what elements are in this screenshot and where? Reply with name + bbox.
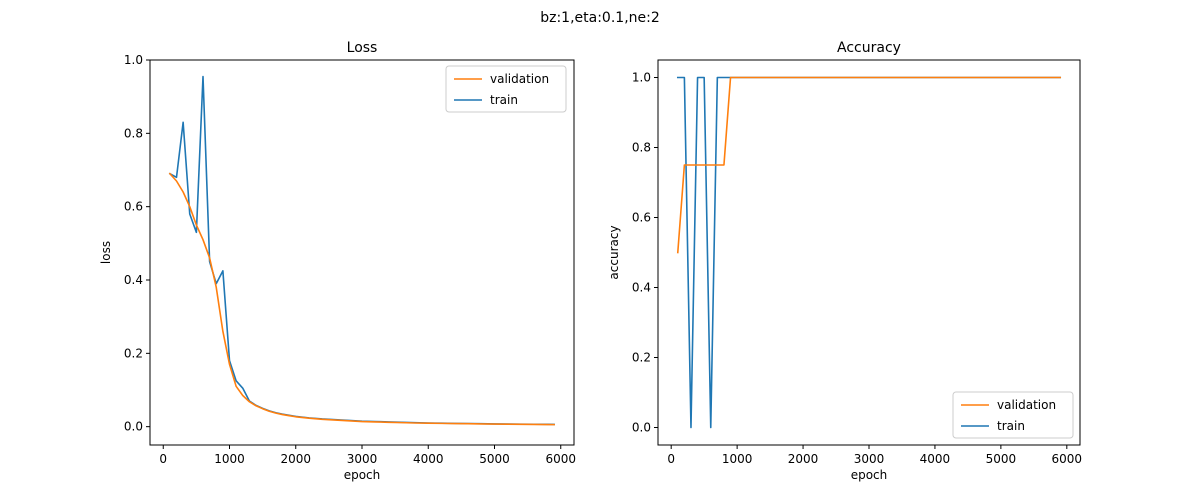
accuracy-x-tick-label: 2000	[788, 452, 819, 466]
loss-y-tick-label: 0.8	[124, 126, 143, 140]
accuracy-series-train-line	[676, 76, 1062, 429]
accuracy-x-tick-label: 4000	[920, 452, 951, 466]
accuracy-legend-label-validation: validation	[997, 398, 1056, 412]
accuracy-y-tick-label: 0.6	[632, 211, 651, 225]
loss-y-tick-label: 0.2	[124, 346, 143, 360]
loss-series-validation-line	[168, 172, 555, 426]
loss-x-axis-label: epoch	[344, 468, 381, 482]
loss-x-tick-label: 4000	[413, 452, 444, 466]
loss-chart: Loss 0 1000 2000 3000 4000 5000 6000 0.0 0.2 0.4 0.…	[99, 40, 576, 482]
loss-x-tick-label: 3000	[347, 452, 378, 466]
loss-x-tick-label: 0	[159, 452, 167, 466]
figure-suptitle: bz:1,eta:0.1,ne:2	[540, 10, 660, 26]
accuracy-x-tick-label: 0	[667, 452, 675, 466]
accuracy-x-tick-label: 3000	[854, 452, 885, 466]
accuracy-legend: validation train	[952, 391, 1074, 439]
loss-x-tick-label: 6000	[545, 452, 576, 466]
accuracy-y-axis-label: accuracy	[607, 225, 621, 279]
loss-legend-label-train: train	[490, 93, 518, 107]
accuracy-x-tick-label: 5000	[986, 452, 1017, 466]
accuracy-x-axis-label: epoch	[851, 468, 888, 482]
accuracy-x-tick-label: 1000	[722, 452, 753, 466]
loss-x-tick-label: 5000	[479, 452, 510, 466]
accuracy-y-tick-label: 0.8	[632, 141, 651, 155]
accuracy-x-tick-label: 6000	[1052, 452, 1083, 466]
loss-y-tick-label: 1.0	[124, 53, 143, 67]
loss-y-axis-label: loss	[99, 241, 113, 264]
loss-legend-label-validation: validation	[490, 72, 549, 86]
accuracy-chart: Accuracy 0 1000 2000 3000 4000 5000 6000 0.0 0.2 0…	[607, 40, 1082, 482]
accuracy-legend-label-train: train	[997, 419, 1025, 433]
accuracy-y-tick-label: 0.0	[632, 421, 651, 435]
accuracy-axes-frame	[657, 59, 1081, 446]
loss-y-tick-label: 0.6	[124, 200, 143, 214]
accuracy-series-validation-line	[676, 76, 1062, 254]
accuracy-y-tick-label: 1.0	[632, 71, 651, 85]
loss-series-train-line	[168, 75, 555, 426]
loss-x-tick-label: 2000	[280, 452, 311, 466]
loss-chart-title: Loss	[347, 40, 378, 56]
accuracy-chart-title: Accuracy	[837, 40, 901, 56]
loss-y-tick-label: 0.0	[124, 420, 143, 434]
loss-axes-frame	[149, 59, 575, 446]
loss-y-tick-label: 0.4	[124, 273, 143, 287]
accuracy-y-tick-label: 0.2	[632, 351, 651, 365]
loss-x-tick-label: 1000	[214, 452, 245, 466]
accuracy-y-tick-label: 0.4	[632, 281, 651, 295]
loss-legend: validation train	[445, 65, 567, 113]
